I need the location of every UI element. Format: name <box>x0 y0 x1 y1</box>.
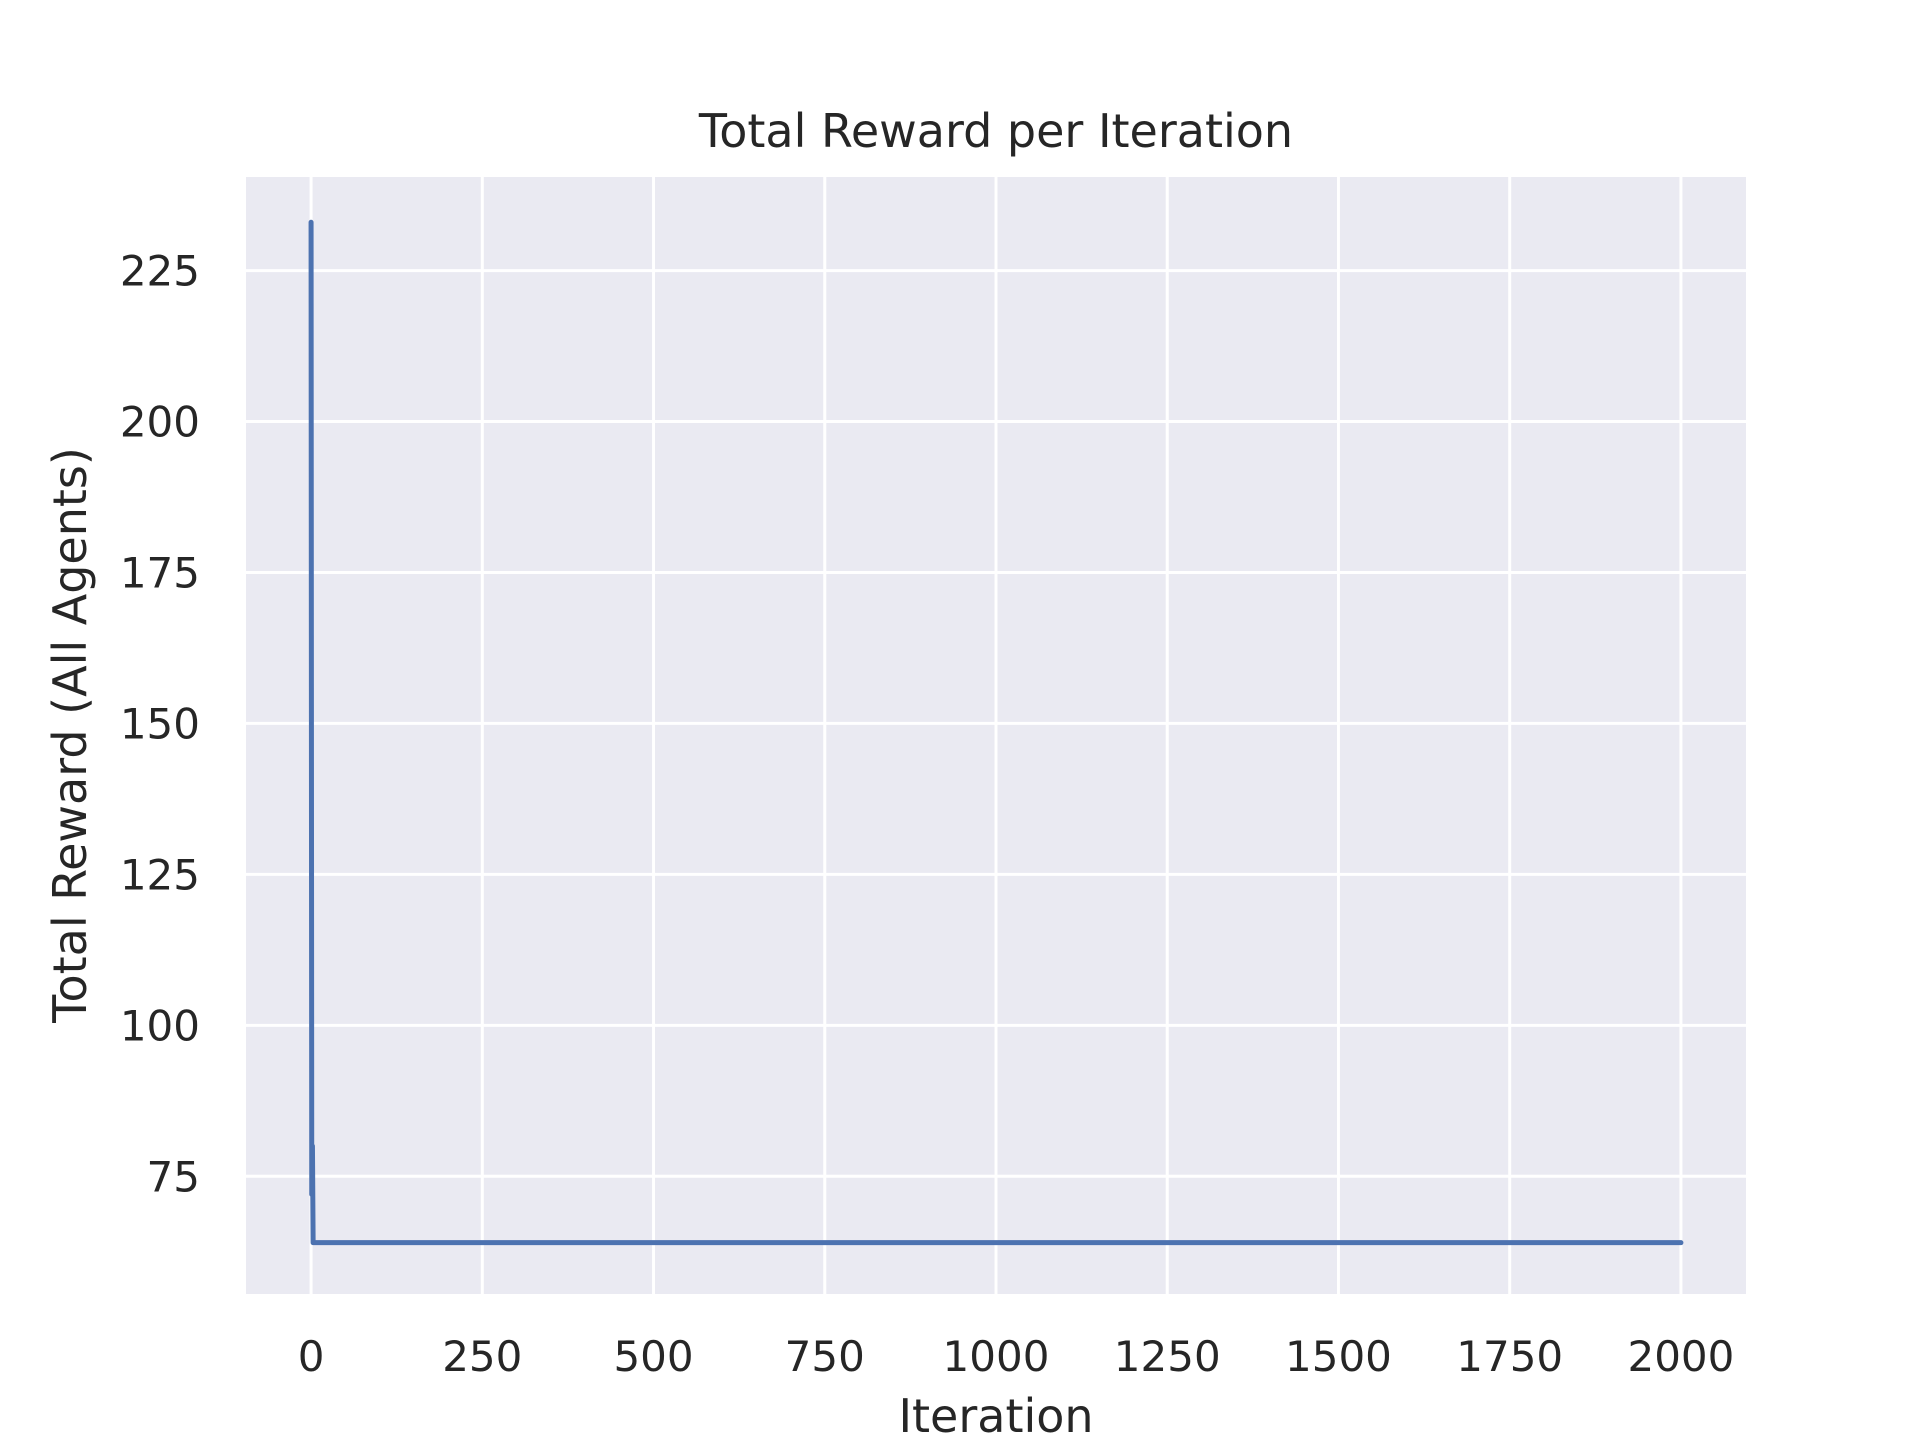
y-tick-label: 75 <box>147 1152 200 1201</box>
x-tick-label: 500 <box>613 1332 693 1381</box>
y-tick-labels: 75 100 125 150 175 200 225 <box>120 247 200 1202</box>
x-tick-label: 1500 <box>1285 1332 1392 1381</box>
chart-title: Total Reward per Iteration <box>698 104 1293 158</box>
x-tick-label: 1250 <box>1114 1332 1221 1381</box>
x-tick-label: 1000 <box>943 1332 1050 1381</box>
y-tick-label: 175 <box>120 548 200 597</box>
x-tick-labels: 0 250 500 750 1000 1250 1500 1750 2000 <box>298 1332 1735 1381</box>
y-tick-label: 125 <box>120 850 200 899</box>
x-tick-label: 1750 <box>1456 1332 1563 1381</box>
y-tick-label: 225 <box>120 247 200 296</box>
y-axis-label: Total Reward (All Agents) <box>43 447 97 1024</box>
x-axis-label: Iteration <box>898 1389 1093 1440</box>
x-tick-label: 750 <box>785 1332 865 1381</box>
x-tick-label: 250 <box>442 1332 522 1381</box>
x-tick-label: 2000 <box>1627 1332 1734 1381</box>
y-tick-label: 200 <box>120 398 200 447</box>
y-tick-label: 100 <box>120 1001 200 1050</box>
series-group <box>308 219 1684 1246</box>
y-tick-label: 150 <box>120 699 200 748</box>
x-tick-label: 0 <box>298 1332 325 1381</box>
y-gridlines <box>246 269 1746 1178</box>
series-line <box>308 219 1684 1246</box>
